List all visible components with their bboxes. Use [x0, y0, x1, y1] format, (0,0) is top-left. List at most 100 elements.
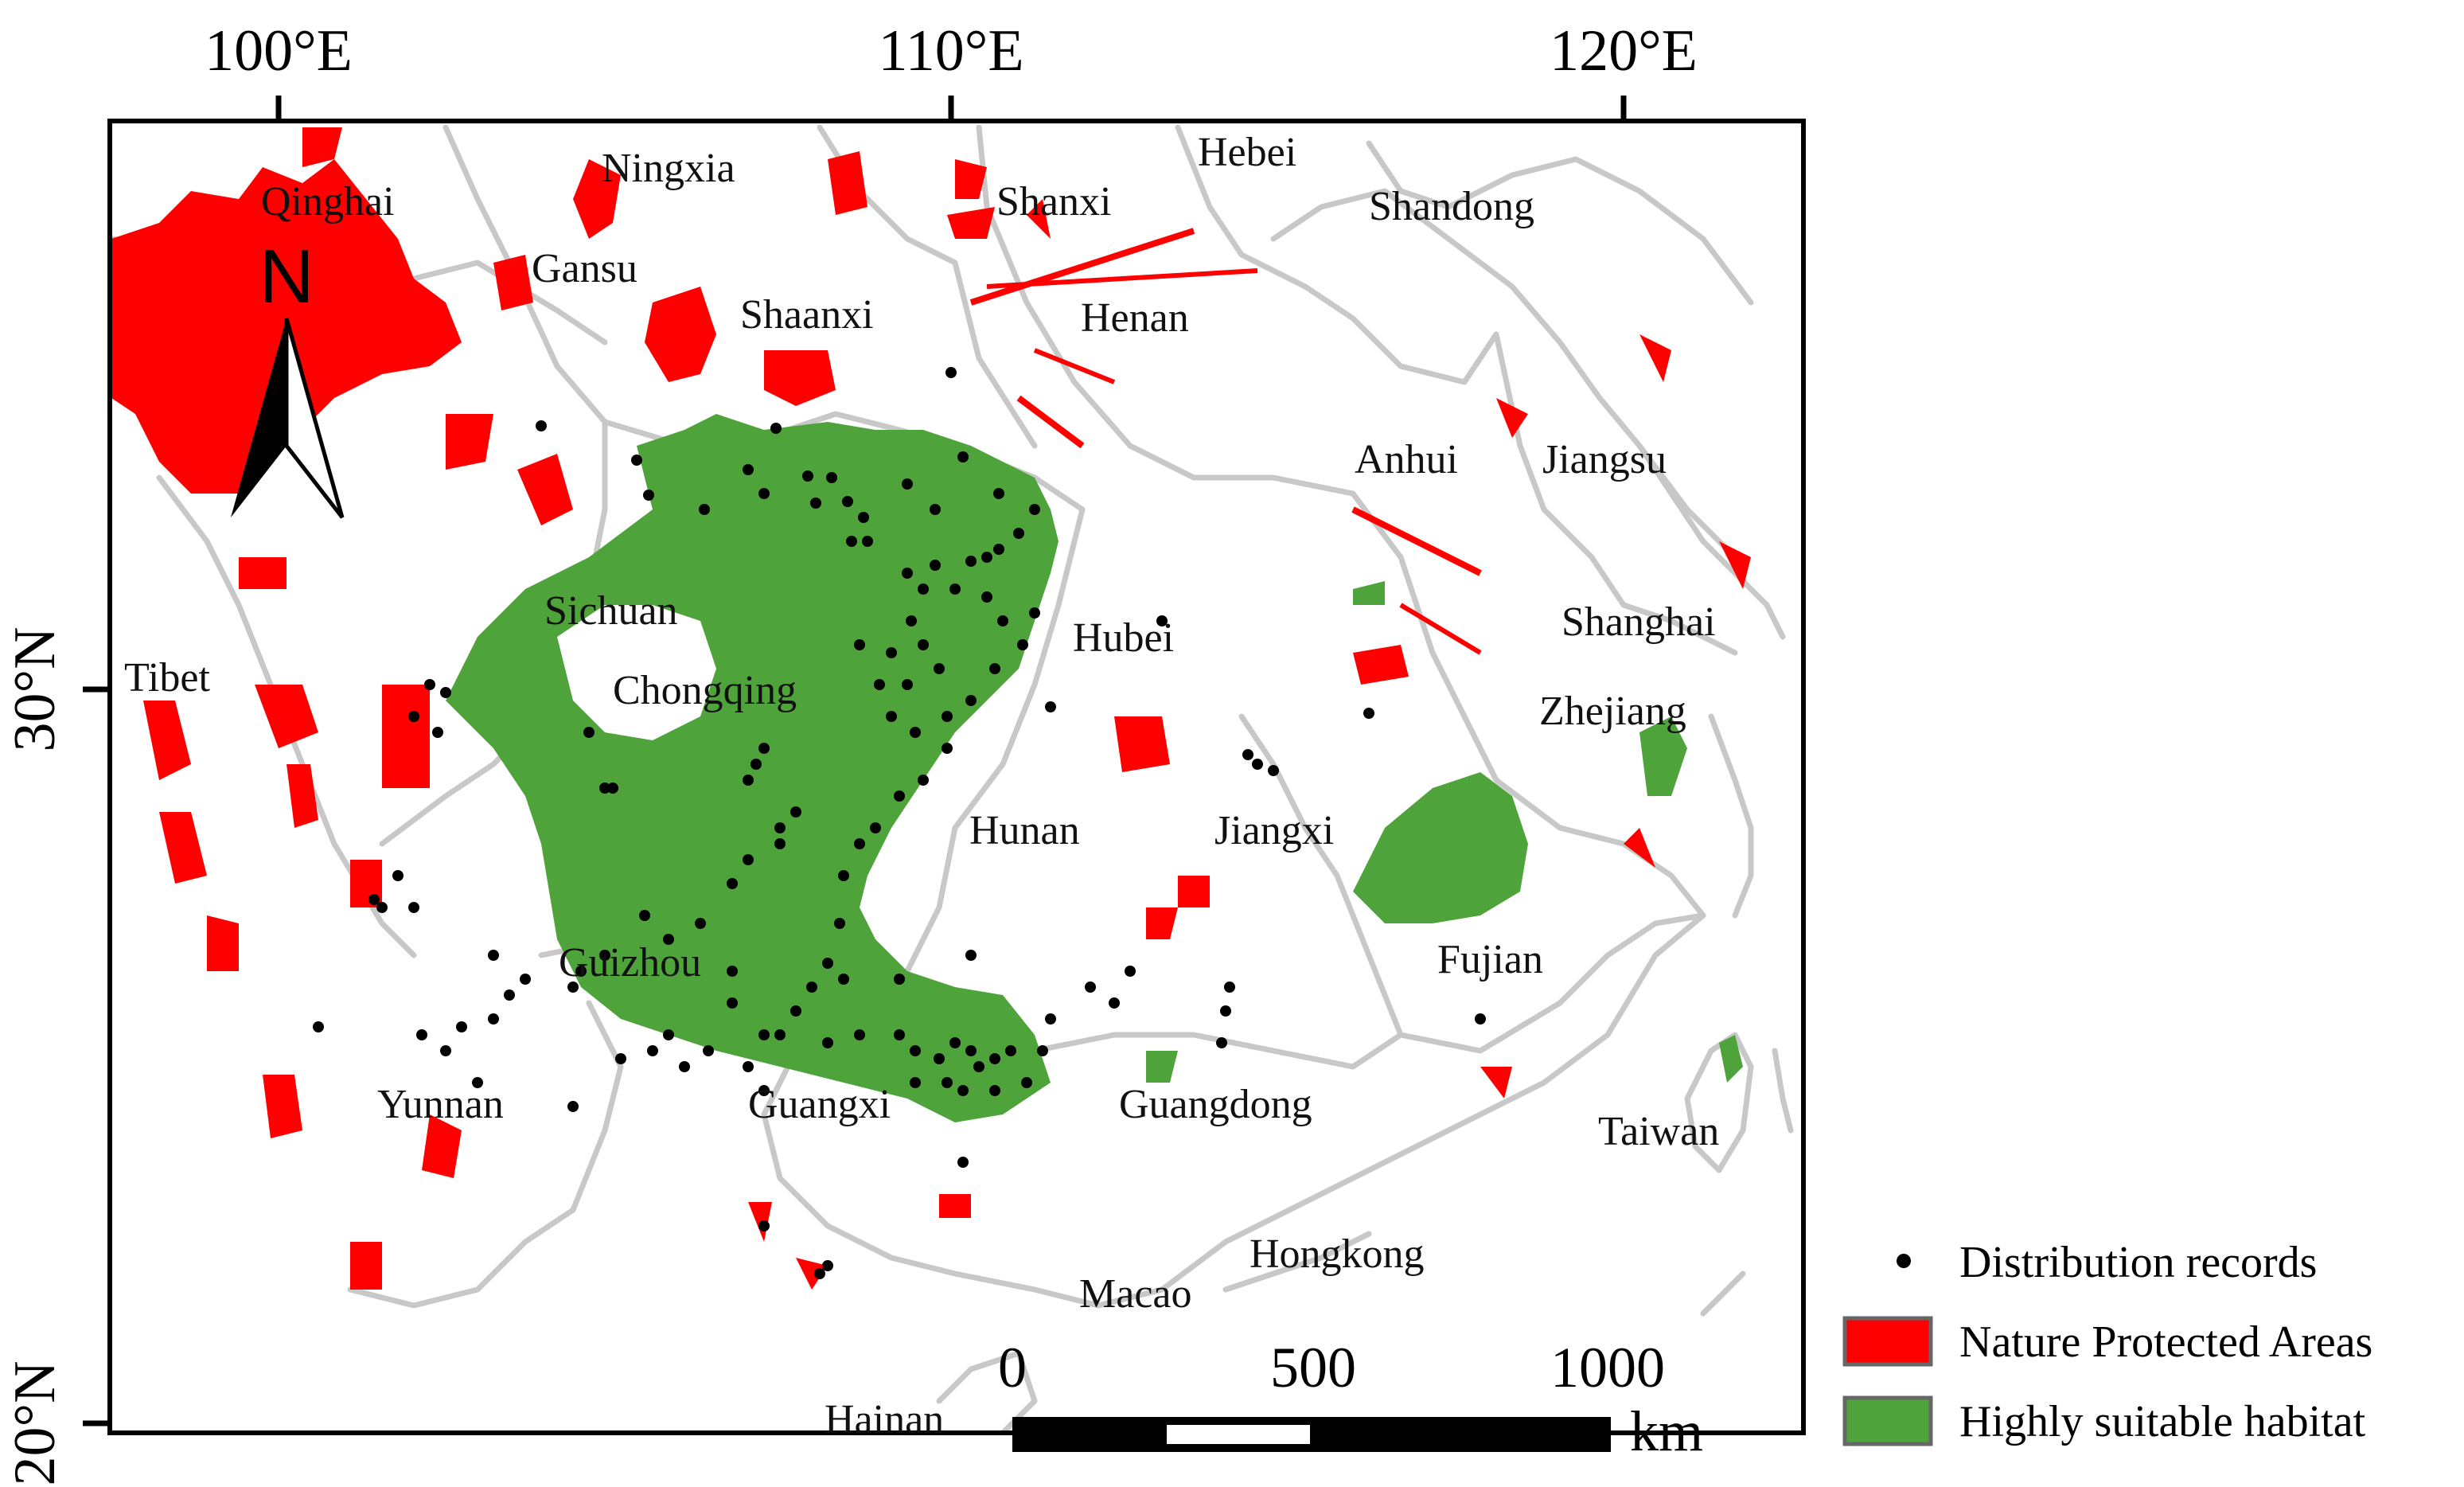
distribution-record-point [1013, 528, 1024, 539]
boundary-line [1772, 1048, 1794, 1134]
distribution-records [313, 367, 1486, 1279]
distribution-record-point [631, 455, 642, 466]
distribution-record-point [1220, 1005, 1231, 1017]
boundary-line [347, 1000, 624, 1309]
suitable-habitat-patch [557, 605, 716, 740]
protected-area-patch [1146, 907, 1178, 939]
distribution-record-point [854, 838, 865, 849]
boundary-line [1684, 1032, 1754, 1173]
boundary-line [1398, 912, 1706, 1054]
distribution-record-point [842, 496, 853, 507]
protected-area-patch [1624, 828, 1655, 868]
distribution-record-point [751, 759, 762, 770]
distribution-record-point [973, 1061, 984, 1072]
protected-area-patch [1027, 199, 1051, 239]
distribution-record-point [408, 711, 419, 722]
distribution-record-point [727, 997, 738, 1009]
protected-area-patch [986, 268, 1258, 289]
place-label-guizhou: Guizhou [559, 940, 701, 985]
scale-bar: 0 500 1000 km [998, 1336, 1703, 1463]
protected-area-patch [263, 1075, 302, 1138]
protected-area-patch [1033, 348, 1116, 384]
scale-tick-500: 500 [1270, 1336, 1356, 1399]
protected-area-patch [446, 414, 493, 470]
distribution-record-point [567, 982, 579, 993]
lon-label-120: 120°E [1550, 18, 1698, 84]
distribution-record-point [583, 727, 595, 738]
distribution-record-point [743, 854, 754, 865]
distribution-record-point [886, 711, 897, 722]
distribution-record-point [910, 727, 921, 738]
distribution-record-point [981, 552, 992, 563]
distribution-record-point [949, 1037, 961, 1048]
distribution-record-point [743, 1061, 754, 1072]
protected-area-patch [1719, 541, 1751, 589]
protected-area-patch [350, 1242, 382, 1290]
distribution-record-point [902, 679, 913, 690]
boundary-line [1127, 443, 1468, 720]
place-label-hunan: Hunan [969, 808, 1080, 853]
suitable-habitat-patch [1353, 772, 1528, 923]
distribution-record-point [894, 790, 905, 802]
distribution-record-point [1029, 504, 1040, 515]
place-label-zhejiang: Zhejiang [1539, 689, 1686, 734]
distribution-record-point [520, 974, 531, 985]
protected-area-patch [517, 454, 573, 525]
distribution-record-point [743, 775, 754, 786]
distribution-record-point [918, 775, 929, 786]
distribution-record-point [957, 1157, 969, 1168]
place-label-ningxia: Ningxia [602, 146, 735, 191]
distribution-record-point [886, 647, 897, 658]
legend-label-records: Distribution records [1959, 1238, 2317, 1287]
distribution-record-point [930, 504, 941, 515]
distribution-record-point [858, 512, 869, 523]
boundary-line [1636, 443, 1786, 640]
distribution-record-point [416, 1029, 427, 1040]
protected-area-patch [1114, 716, 1170, 772]
distribution-record-point [408, 902, 419, 913]
distribution-record-point [989, 1085, 1000, 1096]
north-arrow-right-half [284, 318, 345, 519]
distribution-record-point [934, 1053, 945, 1064]
distribution-record-point [989, 1053, 1000, 1064]
protected-area-patch [302, 127, 342, 167]
distribution-record-point [965, 695, 977, 706]
protected-area-patch [955, 159, 987, 199]
distribution-record-point [774, 822, 786, 833]
place-label-henan: Henan [1081, 295, 1189, 341]
suitable-habitat-patch [446, 414, 1059, 1122]
distribution-record-point [703, 1045, 714, 1056]
place-label-guangdong: Guangdong [1119, 1082, 1312, 1127]
legend-protected-icon [1842, 1316, 1933, 1367]
place-label-yunnan: Yunnan [377, 1082, 504, 1127]
distribution-record-point [838, 974, 849, 985]
distribution-record-point [699, 504, 710, 515]
protected-area-patch [828, 151, 867, 215]
lat-label-30: 30°N [2, 626, 68, 751]
distribution-record-point [1045, 1013, 1056, 1025]
place-label-jiangsu: Jiangsu [1542, 437, 1667, 482]
place-label-tibet: Tibet [124, 655, 210, 701]
distribution-record-point [1268, 765, 1279, 776]
distribution-record-point [1021, 1077, 1032, 1088]
protected-area-patch [573, 159, 621, 239]
suitable-habitat-patch [1146, 1051, 1178, 1083]
distribution-record-point [567, 1101, 579, 1112]
distribution-record-point [993, 544, 1004, 555]
protected-area-patch [255, 685, 318, 748]
distribution-record-point [822, 958, 833, 969]
distribution-record-point [810, 498, 821, 509]
distribution-record-point [663, 934, 674, 945]
place-label-shanxi: Shanxi [996, 179, 1111, 224]
distribution-record-point [854, 639, 865, 650]
distribution-record-point [639, 910, 650, 921]
place-label-shanghai: Shanghai [1561, 599, 1716, 645]
distribution-record-point [774, 1029, 786, 1040]
protected-area-patch [1399, 603, 1482, 655]
distribution-record-point [758, 1085, 770, 1096]
place-label-hainan: Hainan [825, 1397, 944, 1442]
distribution-record-point [1125, 966, 1136, 977]
boundary-line [1222, 1231, 1372, 1293]
distribution-record-point [834, 918, 845, 929]
distribution-record-point [942, 711, 953, 722]
